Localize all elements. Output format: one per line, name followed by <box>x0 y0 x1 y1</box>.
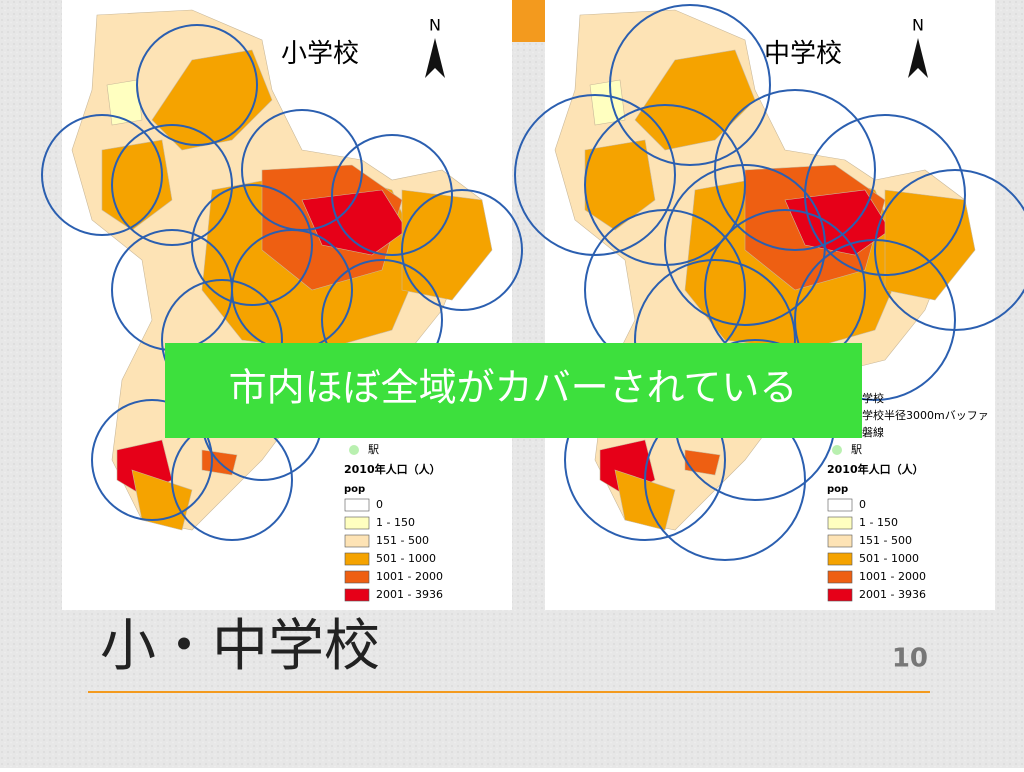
legend-class: 1 - 150 <box>859 516 898 529</box>
legend-swatch <box>827 552 853 566</box>
legend-swatch <box>827 570 853 584</box>
buffer-circle <box>401 189 523 311</box>
north-arrow <box>908 38 928 78</box>
buffer-circle <box>41 114 163 236</box>
slide-title: 小・中学校 <box>100 614 380 679</box>
station-symbol <box>349 445 359 455</box>
buffer-circle <box>584 104 746 266</box>
legend-class: 0 <box>376 498 383 511</box>
legend-class: 2001 - 3936 <box>376 588 443 601</box>
buffer-circle <box>609 4 771 166</box>
legend-swatch <box>344 570 370 584</box>
legend-swatch <box>344 516 370 530</box>
legend-swatch <box>344 534 370 548</box>
legend-swatch <box>827 534 853 548</box>
legend-field: pop <box>344 484 365 495</box>
legend-class: 1001 - 2000 <box>376 570 443 583</box>
legend-class: 0 <box>859 498 866 511</box>
north-label: N <box>429 16 441 35</box>
legend-item: 駅 <box>368 443 379 456</box>
legend-swatch <box>344 498 370 512</box>
legend-swatch <box>827 516 853 530</box>
buffer-circle <box>331 134 453 256</box>
station-symbol <box>832 445 842 455</box>
district <box>634 49 756 151</box>
buffer-circle <box>804 114 966 276</box>
buffer-circle <box>191 184 313 306</box>
district <box>106 79 143 126</box>
district <box>401 189 493 301</box>
legend-class: 1001 - 2000 <box>859 570 926 583</box>
callout-box <box>165 343 862 438</box>
legend-field: pop <box>827 484 848 495</box>
district <box>784 189 891 256</box>
map-label: 小学校 <box>281 39 359 69</box>
legend-heading: 2010年人口（人） <box>344 462 441 476</box>
page-number: 10 <box>892 644 928 674</box>
legend-class: 151 - 500 <box>376 534 429 547</box>
district <box>301 189 408 256</box>
legend-swatch <box>827 498 853 512</box>
legend-class: 2001 - 3936 <box>859 588 926 601</box>
legend-item: 駅 <box>851 443 862 456</box>
legend-class: 1 - 150 <box>376 516 415 529</box>
buffer-circle <box>136 24 258 146</box>
legend-swatch <box>344 552 370 566</box>
buffer-circle <box>514 94 676 256</box>
legend-swatch <box>827 588 853 602</box>
north-label: N <box>912 16 924 35</box>
north-arrow <box>425 38 445 78</box>
legend-class: 151 - 500 <box>859 534 912 547</box>
legend-heading: 2010年人口（人） <box>827 462 924 476</box>
district <box>684 449 721 476</box>
legend-swatch <box>344 588 370 602</box>
buffer-circle <box>111 124 233 246</box>
map-label: 中学校 <box>764 39 842 69</box>
callout-text: 市内ほぼ全域がカバーされている <box>229 366 798 410</box>
map-panel: 中学校N中学校中学校半径3000mバッファ常磐線駅2010年人口（人）pop01… <box>514 0 1024 610</box>
buffer-circle <box>714 89 876 251</box>
district <box>614 469 676 531</box>
accent-block <box>512 0 545 42</box>
legend-class: 501 - 1000 <box>376 552 436 565</box>
legend-item: 中学校半径3000mバッファ <box>851 408 989 422</box>
legend-class: 501 - 1000 <box>859 552 919 565</box>
buffer-circle <box>91 399 213 521</box>
buffer-circle <box>794 239 956 401</box>
